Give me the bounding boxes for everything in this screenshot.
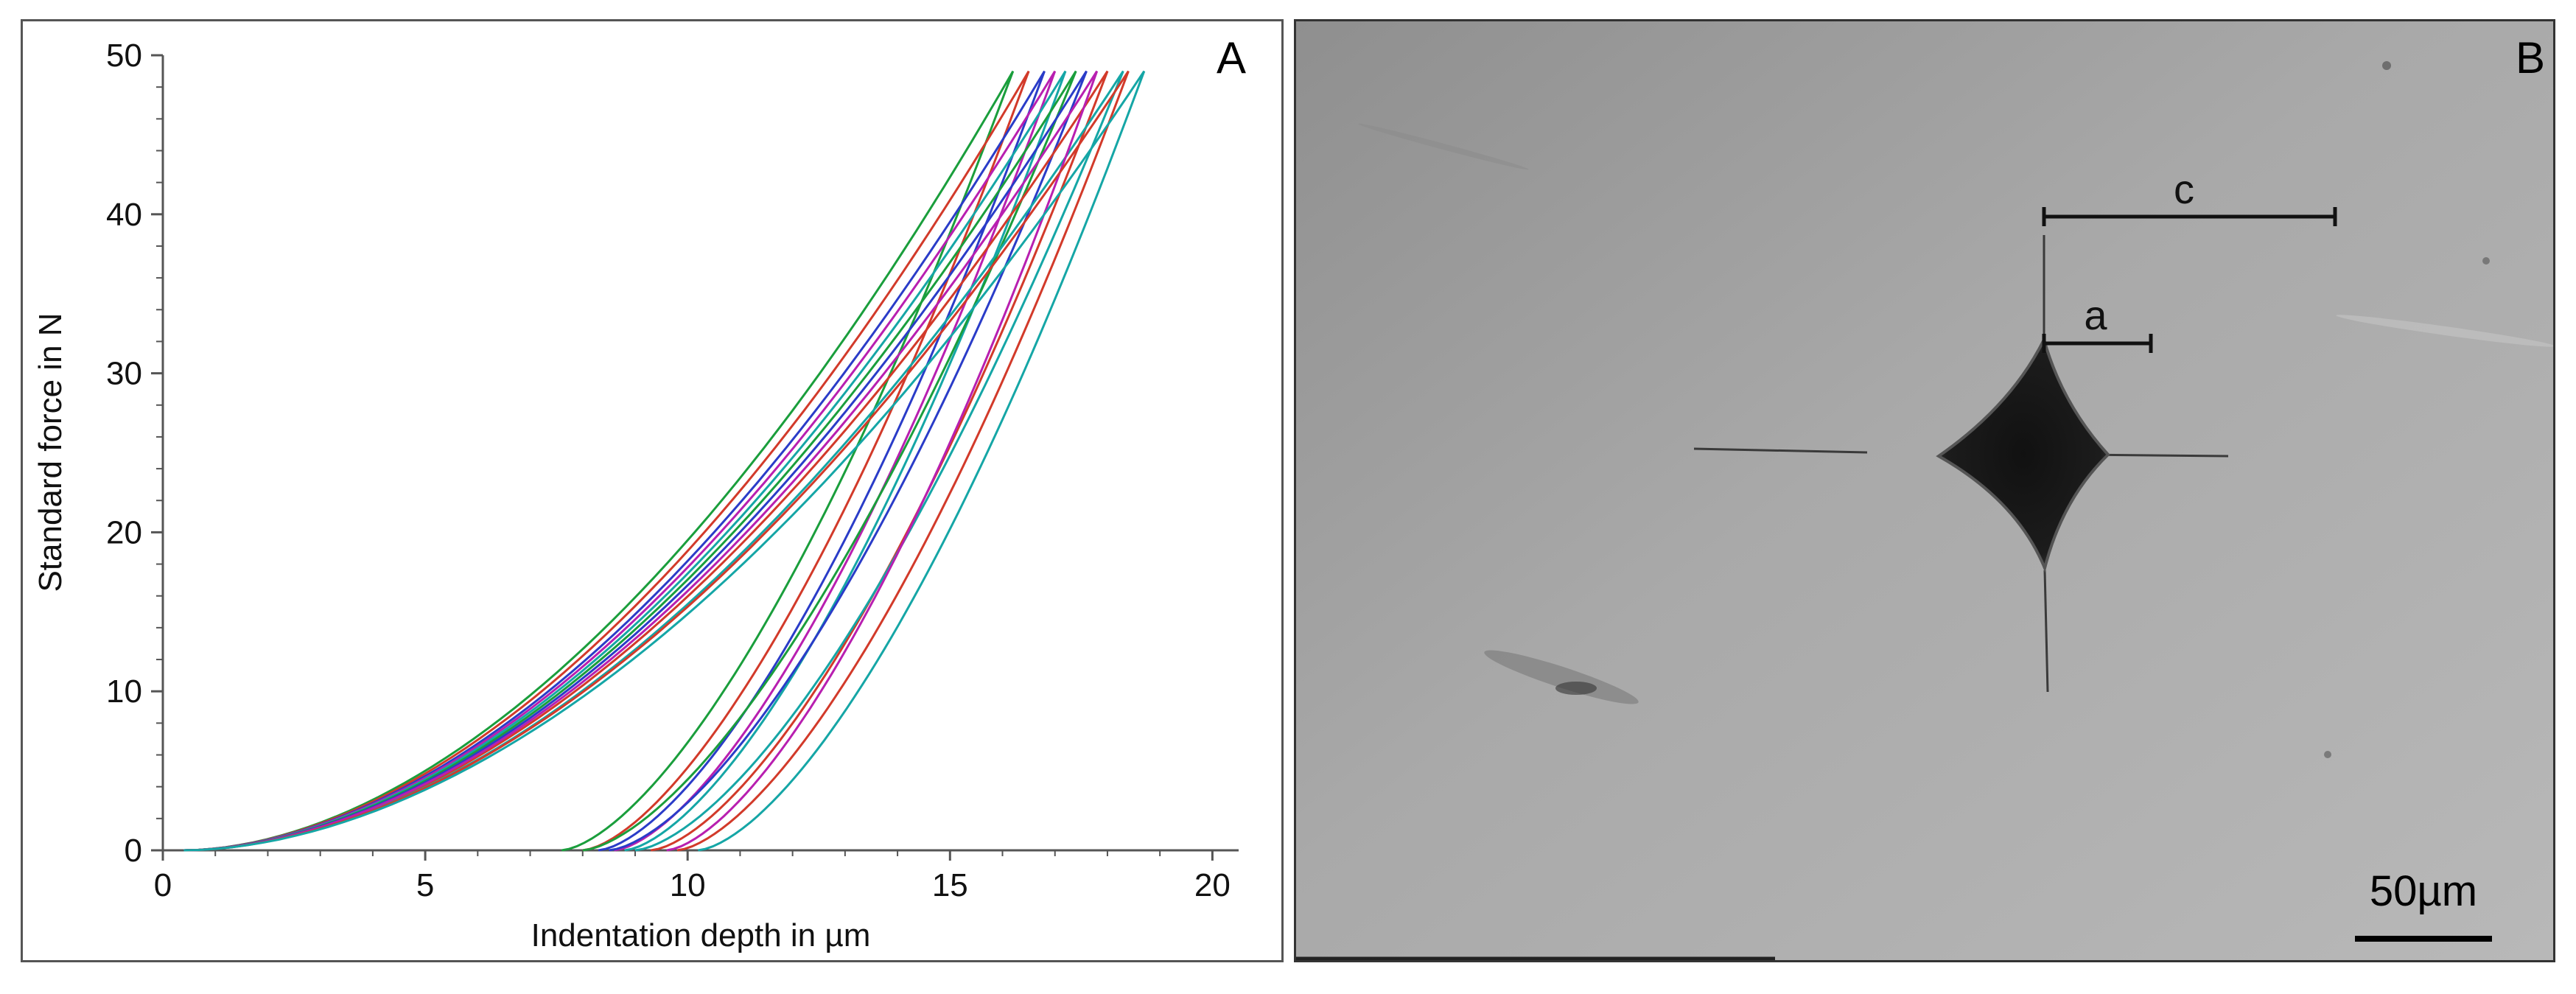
x-tick-label: 5 <box>416 867 434 903</box>
surface-streak <box>2336 315 2553 347</box>
axes <box>161 55 1239 852</box>
micrograph-background <box>1296 21 2553 960</box>
surface-speck <box>2324 751 2331 758</box>
measure-c-label: c <box>2174 166 2194 212</box>
micrograph: c a 50µm B <box>1296 21 2553 960</box>
crack-left <box>1693 447 1868 454</box>
surface-speck <box>2482 257 2490 265</box>
series <box>183 70 1146 852</box>
surface-scratch <box>1484 650 1639 704</box>
scale-bar-text: 50µm <box>2370 867 2477 915</box>
y-tick-label: 10 <box>106 673 142 710</box>
ticks: 0 5 10 15 20 0 10 20 30 40 50 <box>106 38 1231 903</box>
series-line-8 <box>183 70 1109 852</box>
y-tick-label: 50 <box>106 38 142 74</box>
series-line-4 <box>183 70 1057 852</box>
x-tick-label: 15 <box>932 867 968 903</box>
measure-c: c <box>2042 166 2337 226</box>
x-tick-label: 10 <box>670 867 706 903</box>
surface-spot <box>1555 682 1597 695</box>
y-tick-label: 40 <box>106 197 142 233</box>
micrograph-panel-b: c a 50µm B <box>1294 19 2555 962</box>
series-line-12 <box>183 70 1146 852</box>
series-line-10 <box>183 70 1099 852</box>
y-tick-label: 20 <box>106 514 142 550</box>
measure-a-label: a <box>2084 292 2107 338</box>
series-line-11 <box>183 70 1130 852</box>
surface-streak <box>1358 123 1529 170</box>
x-tick-label: 0 <box>154 867 172 903</box>
force-depth-chart: 0 5 10 15 20 0 10 20 30 40 50 Indentation depth in… <box>32 33 1246 953</box>
series-line-7 <box>183 70 1088 852</box>
series-line-1 <box>183 70 1015 852</box>
series-line-5 <box>183 70 1067 852</box>
y-axis-label: Standard force in N <box>32 312 69 592</box>
x-tick-label: 20 <box>1194 867 1231 903</box>
surface-speck <box>2382 61 2391 70</box>
y-tick-label: 30 <box>106 356 142 392</box>
x-axis-label: Indentation depth in µm <box>531 917 871 953</box>
panel-letter-a: A <box>1217 33 1246 83</box>
chart-panel-a: 0 5 10 15 20 0 10 20 30 40 50 Indentation depth in… <box>21 19 1284 962</box>
series-line-2 <box>183 70 1030 852</box>
series-line-6 <box>183 70 1077 852</box>
scale-bar: 50µm <box>2355 867 2492 942</box>
y-tick-label: 0 <box>125 833 142 869</box>
crack-bottom <box>2043 570 2049 693</box>
vickers-indent <box>1936 335 2110 573</box>
measure-a: a <box>2042 292 2153 353</box>
panel-letter-b: B <box>2516 33 2545 83</box>
